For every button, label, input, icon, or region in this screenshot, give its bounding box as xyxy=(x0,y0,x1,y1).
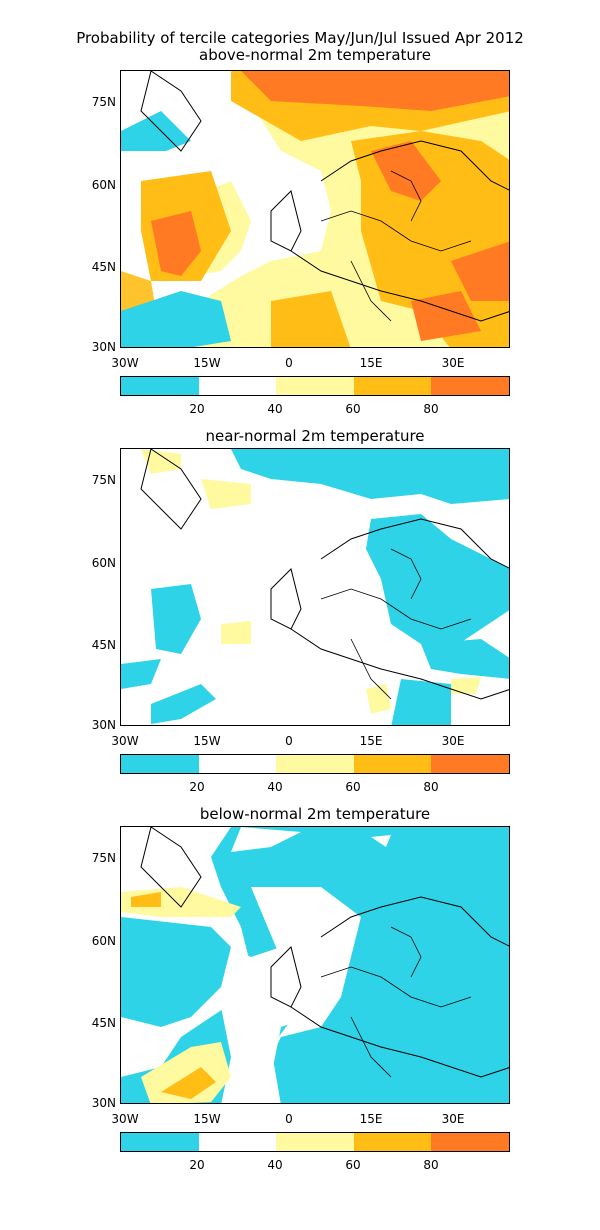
colorbar xyxy=(120,376,510,396)
panel-title-below: below-normal 2m temperature xyxy=(199,805,431,823)
lat-label: 30N xyxy=(91,1096,116,1110)
colorbar-segment xyxy=(121,1133,199,1151)
colorbar-segment xyxy=(353,755,432,773)
colorbar-label: 60 xyxy=(345,402,361,416)
colorbar-segment xyxy=(121,755,199,773)
lon-label: 30E xyxy=(441,356,465,370)
colorbar-label: 20 xyxy=(189,780,205,794)
lat-label: 45N xyxy=(91,260,116,274)
colorbar-label: 60 xyxy=(345,780,361,794)
map-above-normal xyxy=(120,70,510,348)
colorbar-segment xyxy=(198,1133,277,1151)
colorbar xyxy=(120,754,510,774)
panel-title-above: above-normal 2m temperature xyxy=(199,46,431,64)
lon-label: 15W xyxy=(193,1112,221,1126)
lon-label: 30E xyxy=(441,734,465,748)
colorbar-label: 20 xyxy=(189,1158,205,1172)
colorbar-segment xyxy=(431,1133,509,1151)
lon-label: 0 xyxy=(285,356,293,370)
colorbar-segment xyxy=(276,377,354,395)
map-below-normal xyxy=(120,826,510,1104)
colorbar-label: 80 xyxy=(423,1158,439,1172)
lat-label: 75N xyxy=(91,473,116,487)
colorbar-segment xyxy=(431,377,509,395)
colorbar-label: 60 xyxy=(345,1158,361,1172)
colorbar-segment xyxy=(353,377,432,395)
colorbar xyxy=(120,1132,510,1152)
lon-label: 0 xyxy=(285,734,293,748)
colorbar-segment xyxy=(431,755,509,773)
colorbar-label: 20 xyxy=(189,402,205,416)
lon-label: 15W xyxy=(193,734,221,748)
lat-label: 60N xyxy=(91,178,116,192)
lon-label: 30W xyxy=(111,1112,139,1126)
colorbar-segment xyxy=(198,377,277,395)
colorbar-label: 40 xyxy=(267,1158,283,1172)
lat-label: 30N xyxy=(91,340,116,354)
lon-label: 15E xyxy=(359,356,383,370)
lat-label: 30N xyxy=(91,718,116,732)
lon-label: 0 xyxy=(285,1112,293,1126)
figure-title: Probability of tercile categories May/Ju… xyxy=(76,29,524,47)
colorbar-segment xyxy=(198,755,277,773)
colorbar-segment xyxy=(121,377,199,395)
colorbar-label: 40 xyxy=(267,402,283,416)
colorbar-segment xyxy=(353,1133,432,1151)
lon-label: 15E xyxy=(359,734,383,748)
lon-label: 15W xyxy=(193,356,221,370)
colorbar-segment xyxy=(276,1133,354,1151)
colorbar-label: 40 xyxy=(267,780,283,794)
lat-label: 45N xyxy=(91,638,116,652)
lat-label: 60N xyxy=(91,556,116,570)
lon-label: 30W xyxy=(111,356,139,370)
colorbar-label: 80 xyxy=(423,780,439,794)
lon-label: 30E xyxy=(441,1112,465,1126)
panel-title-near: near-normal 2m temperature xyxy=(205,427,425,445)
colorbar-label: 80 xyxy=(423,402,439,416)
colorbar-segment xyxy=(276,755,354,773)
lon-label: 30W xyxy=(111,734,139,748)
lat-label: 45N xyxy=(91,1016,116,1030)
lat-label: 75N xyxy=(91,851,116,865)
lon-label: 15E xyxy=(359,1112,383,1126)
map-near-normal xyxy=(120,448,510,726)
lat-label: 75N xyxy=(91,95,116,109)
lat-label: 60N xyxy=(91,934,116,948)
